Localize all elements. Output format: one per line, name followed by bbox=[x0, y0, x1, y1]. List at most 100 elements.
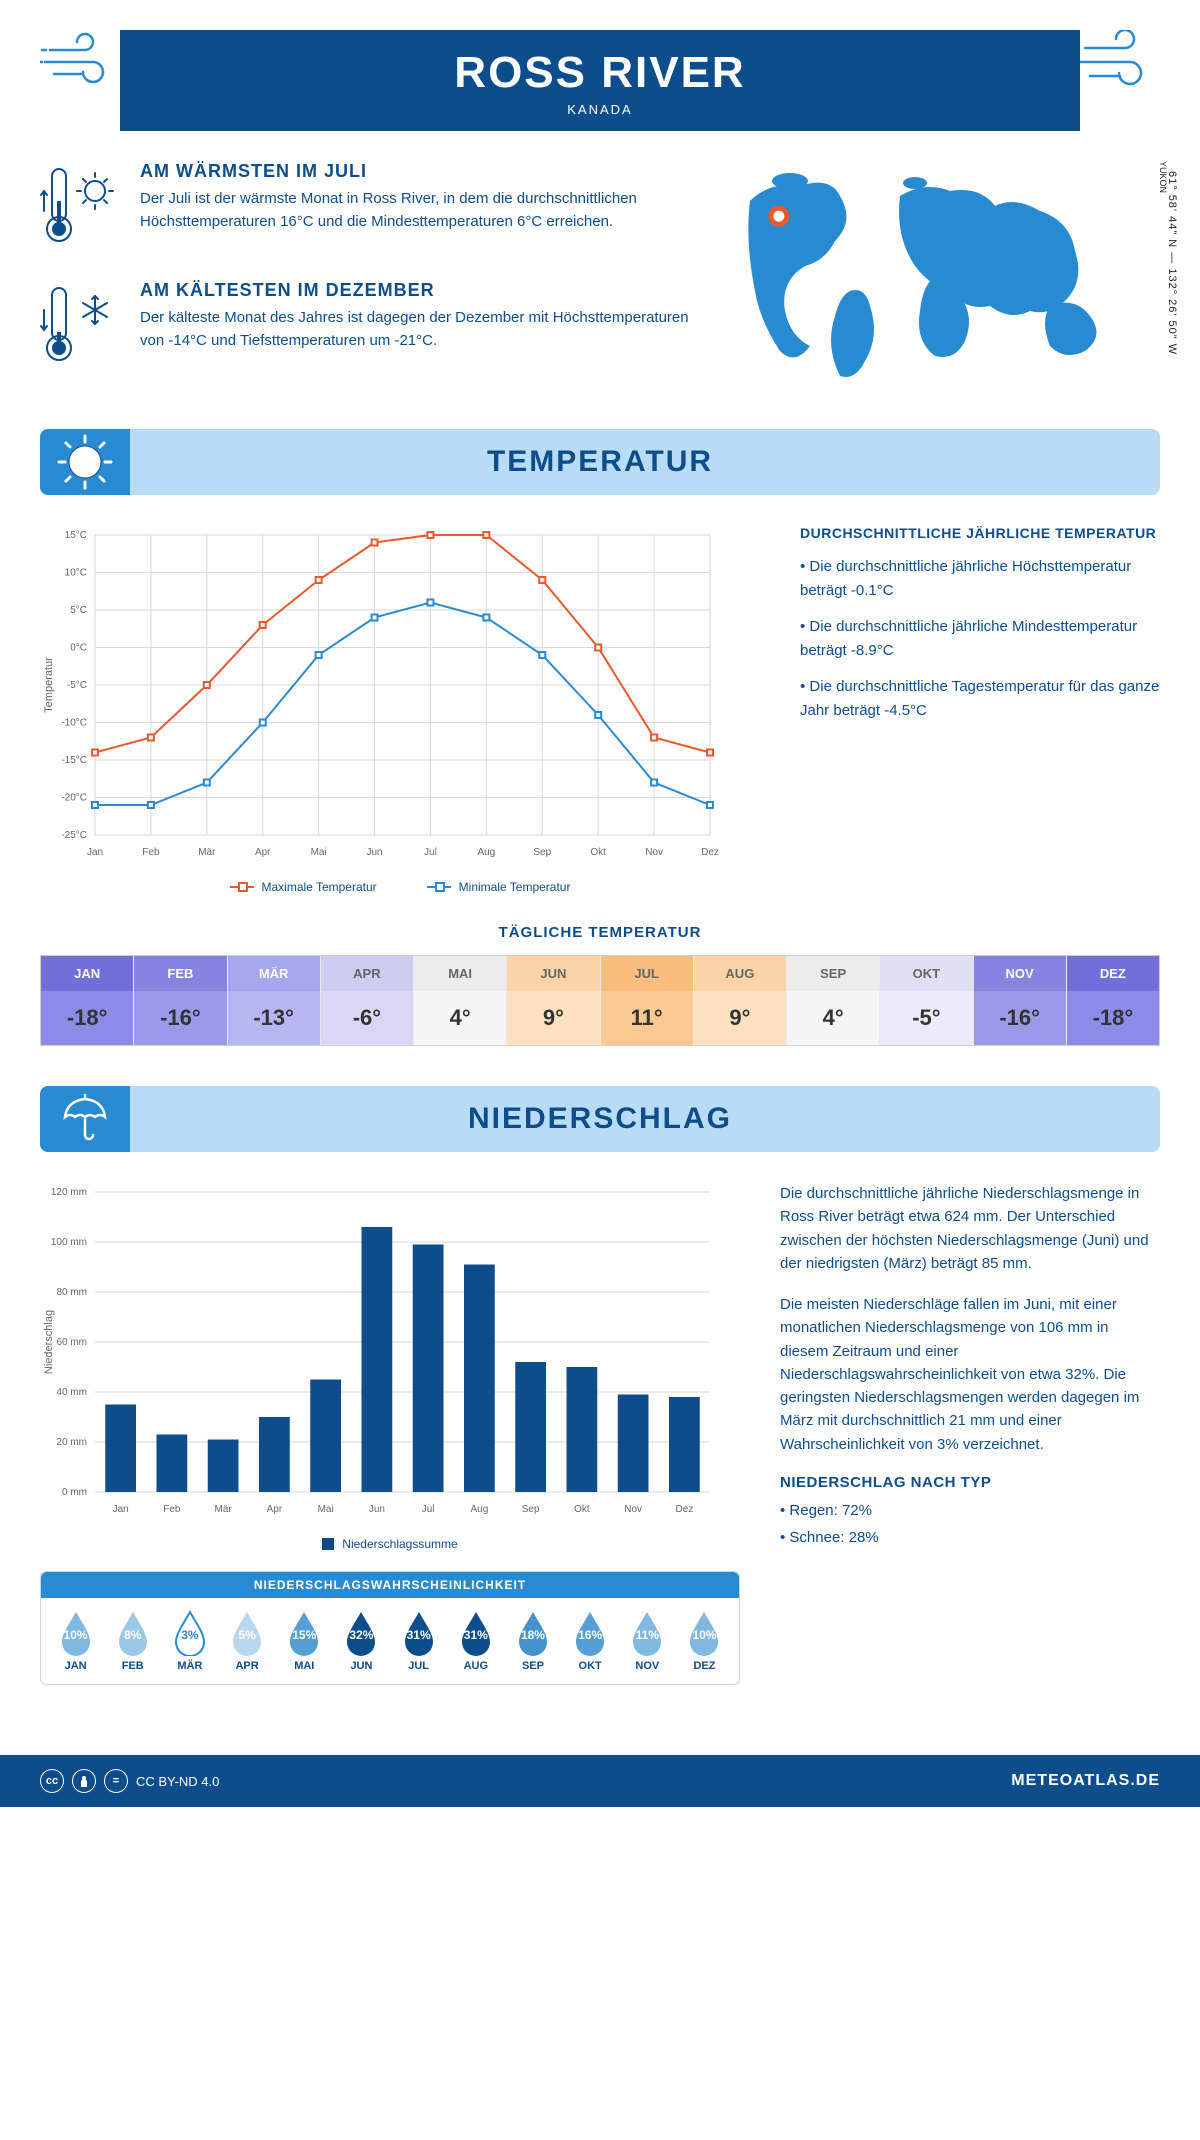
daily-cell: APR -6° bbox=[321, 956, 414, 1045]
svg-text:Jan: Jan bbox=[113, 1504, 129, 1515]
svg-text:120 mm: 120 mm bbox=[51, 1187, 87, 1198]
svg-text:Jul: Jul bbox=[422, 1504, 435, 1515]
world-map: YUKON 61° 58' 44" N — 132° 26' 50" W bbox=[720, 161, 1160, 399]
svg-text:Mai: Mai bbox=[311, 847, 327, 858]
precipitation-probability: NIEDERSCHLAGSWAHRSCHEINLICHKEIT 10% JAN … bbox=[40, 1571, 740, 1685]
svg-text:-25°C: -25°C bbox=[61, 830, 87, 841]
prob-cell: 31% JUL bbox=[390, 1610, 447, 1672]
svg-text:Nov: Nov bbox=[645, 847, 663, 858]
prob-cell: 10% DEZ bbox=[676, 1610, 733, 1672]
svg-text:Mär: Mär bbox=[215, 1504, 233, 1515]
daily-cell: NOV -16° bbox=[974, 956, 1067, 1045]
svg-text:5°C: 5°C bbox=[70, 605, 87, 616]
prob-cell: 5% APR bbox=[219, 1610, 276, 1672]
precipitation-summary: Die durchschnittliche jährliche Niedersc… bbox=[780, 1182, 1160, 1685]
prob-cell: 15% MAI bbox=[276, 1610, 333, 1672]
cc-icon: cc bbox=[40, 1769, 64, 1793]
svg-text:Apr: Apr bbox=[255, 847, 271, 858]
sun-icon bbox=[40, 429, 130, 495]
svg-text:Jun: Jun bbox=[369, 1504, 385, 1515]
daily-temp-table: JAN -18° FEB -16° MÄR -13° APR -6° MAI 4… bbox=[40, 955, 1160, 1046]
daily-cell: FEB -16° bbox=[134, 956, 227, 1045]
prob-cell: 10% JAN bbox=[47, 1610, 104, 1672]
section-title-precip: NIEDERSCHLAG bbox=[40, 1102, 1160, 1136]
svg-text:20 mm: 20 mm bbox=[56, 1437, 87, 1448]
svg-text:Dez: Dez bbox=[675, 1504, 693, 1515]
daily-cell: JAN -18° bbox=[41, 956, 134, 1045]
license-text: CC BY-ND 4.0 bbox=[136, 1774, 219, 1789]
legend-precip: Niederschlagssumme bbox=[322, 1537, 457, 1551]
svg-text:-20°C: -20°C bbox=[61, 793, 87, 804]
legend-max: Maximale Temperatur bbox=[230, 880, 377, 894]
svg-text:Sep: Sep bbox=[522, 1504, 540, 1515]
svg-text:10°C: 10°C bbox=[65, 568, 87, 579]
page-title: ROSS RIVER bbox=[120, 48, 1080, 98]
daily-cell: AUG 9° bbox=[694, 956, 787, 1045]
fact-warmest: AM WÄRMSTEN IM JULI Der Juli ist der wär… bbox=[40, 161, 690, 256]
prob-cell: 32% JUN bbox=[333, 1610, 390, 1672]
svg-text:100 mm: 100 mm bbox=[51, 1237, 87, 1248]
svg-text:Feb: Feb bbox=[163, 1504, 181, 1515]
svg-text:0°C: 0°C bbox=[70, 643, 87, 654]
svg-text:Jun: Jun bbox=[366, 847, 382, 858]
svg-text:Aug: Aug bbox=[477, 847, 495, 858]
svg-text:Sep: Sep bbox=[533, 847, 551, 858]
temperature-chart: -25°C -20°C -15°C -10°C -5°C 0°C 5°C 10°C 15°C Ja… bbox=[40, 525, 760, 894]
svg-text:15°C: 15°C bbox=[65, 530, 87, 541]
prob-cell: 31% AUG bbox=[447, 1610, 504, 1672]
svg-text:-10°C: -10°C bbox=[61, 718, 87, 729]
fact-warm-text: Der Juli ist der wärmste Monat in Ross R… bbox=[140, 188, 690, 233]
svg-text:Niederschlag: Niederschlag bbox=[43, 1310, 55, 1374]
svg-text:Mär: Mär bbox=[198, 847, 216, 858]
svg-text:Feb: Feb bbox=[142, 847, 160, 858]
daily-cell: JUL 11° bbox=[601, 956, 694, 1045]
legend-min: Minimale Temperatur bbox=[427, 880, 571, 894]
daily-cell: MÄR -13° bbox=[228, 956, 321, 1045]
fact-warm-title: AM WÄRMSTEN IM JULI bbox=[140, 161, 690, 182]
prob-cell: 3% MÄR bbox=[161, 1610, 218, 1672]
footer: cc = CC BY-ND 4.0 METEOATLAS.DE bbox=[0, 1755, 1200, 1807]
svg-text:-15°C: -15°C bbox=[61, 755, 87, 766]
daily-cell: MAI 4° bbox=[414, 956, 507, 1045]
svg-text:Nov: Nov bbox=[624, 1504, 642, 1515]
svg-text:Dez: Dez bbox=[701, 847, 719, 858]
daily-cell: JUN 9° bbox=[507, 956, 600, 1045]
svg-text:-5°C: -5°C bbox=[67, 680, 87, 691]
nd-icon: = bbox=[104, 1769, 128, 1793]
svg-text:80 mm: 80 mm bbox=[56, 1287, 87, 1298]
section-precipitation: NIEDERSCHLAG bbox=[40, 1086, 1160, 1152]
header: ROSS RIVER KANADA bbox=[120, 30, 1080, 131]
thermometer-snow-icon bbox=[40, 280, 120, 375]
coordinates: 61° 58' 44" N — 132° 26' 50" W bbox=[1166, 171, 1178, 355]
prob-cell: 16% OKT bbox=[562, 1610, 619, 1672]
temperature-summary: DURCHSCHNITTLICHE JÄHRLICHE TEMPERATUR •… bbox=[800, 525, 1160, 894]
prob-cell: 8% FEB bbox=[104, 1610, 161, 1672]
daily-cell: OKT -5° bbox=[880, 956, 973, 1045]
svg-text:Mai: Mai bbox=[318, 1504, 334, 1515]
umbrella-icon bbox=[40, 1086, 130, 1152]
svg-text:Okt: Okt bbox=[574, 1504, 590, 1515]
daily-cell: DEZ -18° bbox=[1067, 956, 1159, 1045]
precipitation-chart: 0 mm 20 mm 40 mm 60 mm 80 mm 100 mm 120 mm Jan F… bbox=[40, 1182, 740, 1551]
page-subtitle: KANADA bbox=[120, 102, 1080, 117]
svg-text:Jan: Jan bbox=[87, 847, 103, 858]
svg-text:Jul: Jul bbox=[424, 847, 437, 858]
svg-text:Aug: Aug bbox=[470, 1504, 488, 1515]
svg-text:Apr: Apr bbox=[267, 1504, 283, 1515]
svg-text:Temperatur: Temperatur bbox=[43, 657, 55, 713]
fact-coldest: AM KÄLTESTEN IM DEZEMBER Der kälteste Mo… bbox=[40, 280, 690, 375]
daily-temp-title: TÄGLICHE TEMPERATUR bbox=[40, 924, 1160, 941]
prob-cell: 11% NOV bbox=[619, 1610, 676, 1672]
svg-text:60 mm: 60 mm bbox=[56, 1337, 87, 1348]
prob-cell: 18% SEP bbox=[504, 1610, 561, 1672]
daily-cell: SEP 4° bbox=[787, 956, 880, 1045]
section-temperature: TEMPERATUR bbox=[40, 429, 1160, 495]
fact-cold-title: AM KÄLTESTEN IM DEZEMBER bbox=[140, 280, 690, 301]
fact-cold-text: Der kälteste Monat des Jahres ist dagege… bbox=[140, 307, 690, 352]
wind-icon bbox=[1070, 30, 1160, 95]
svg-text:40 mm: 40 mm bbox=[56, 1387, 87, 1398]
site-name: METEOATLAS.DE bbox=[1011, 1772, 1160, 1790]
by-icon bbox=[72, 1769, 96, 1793]
svg-text:0 mm: 0 mm bbox=[62, 1487, 87, 1498]
svg-text:Okt: Okt bbox=[590, 847, 606, 858]
